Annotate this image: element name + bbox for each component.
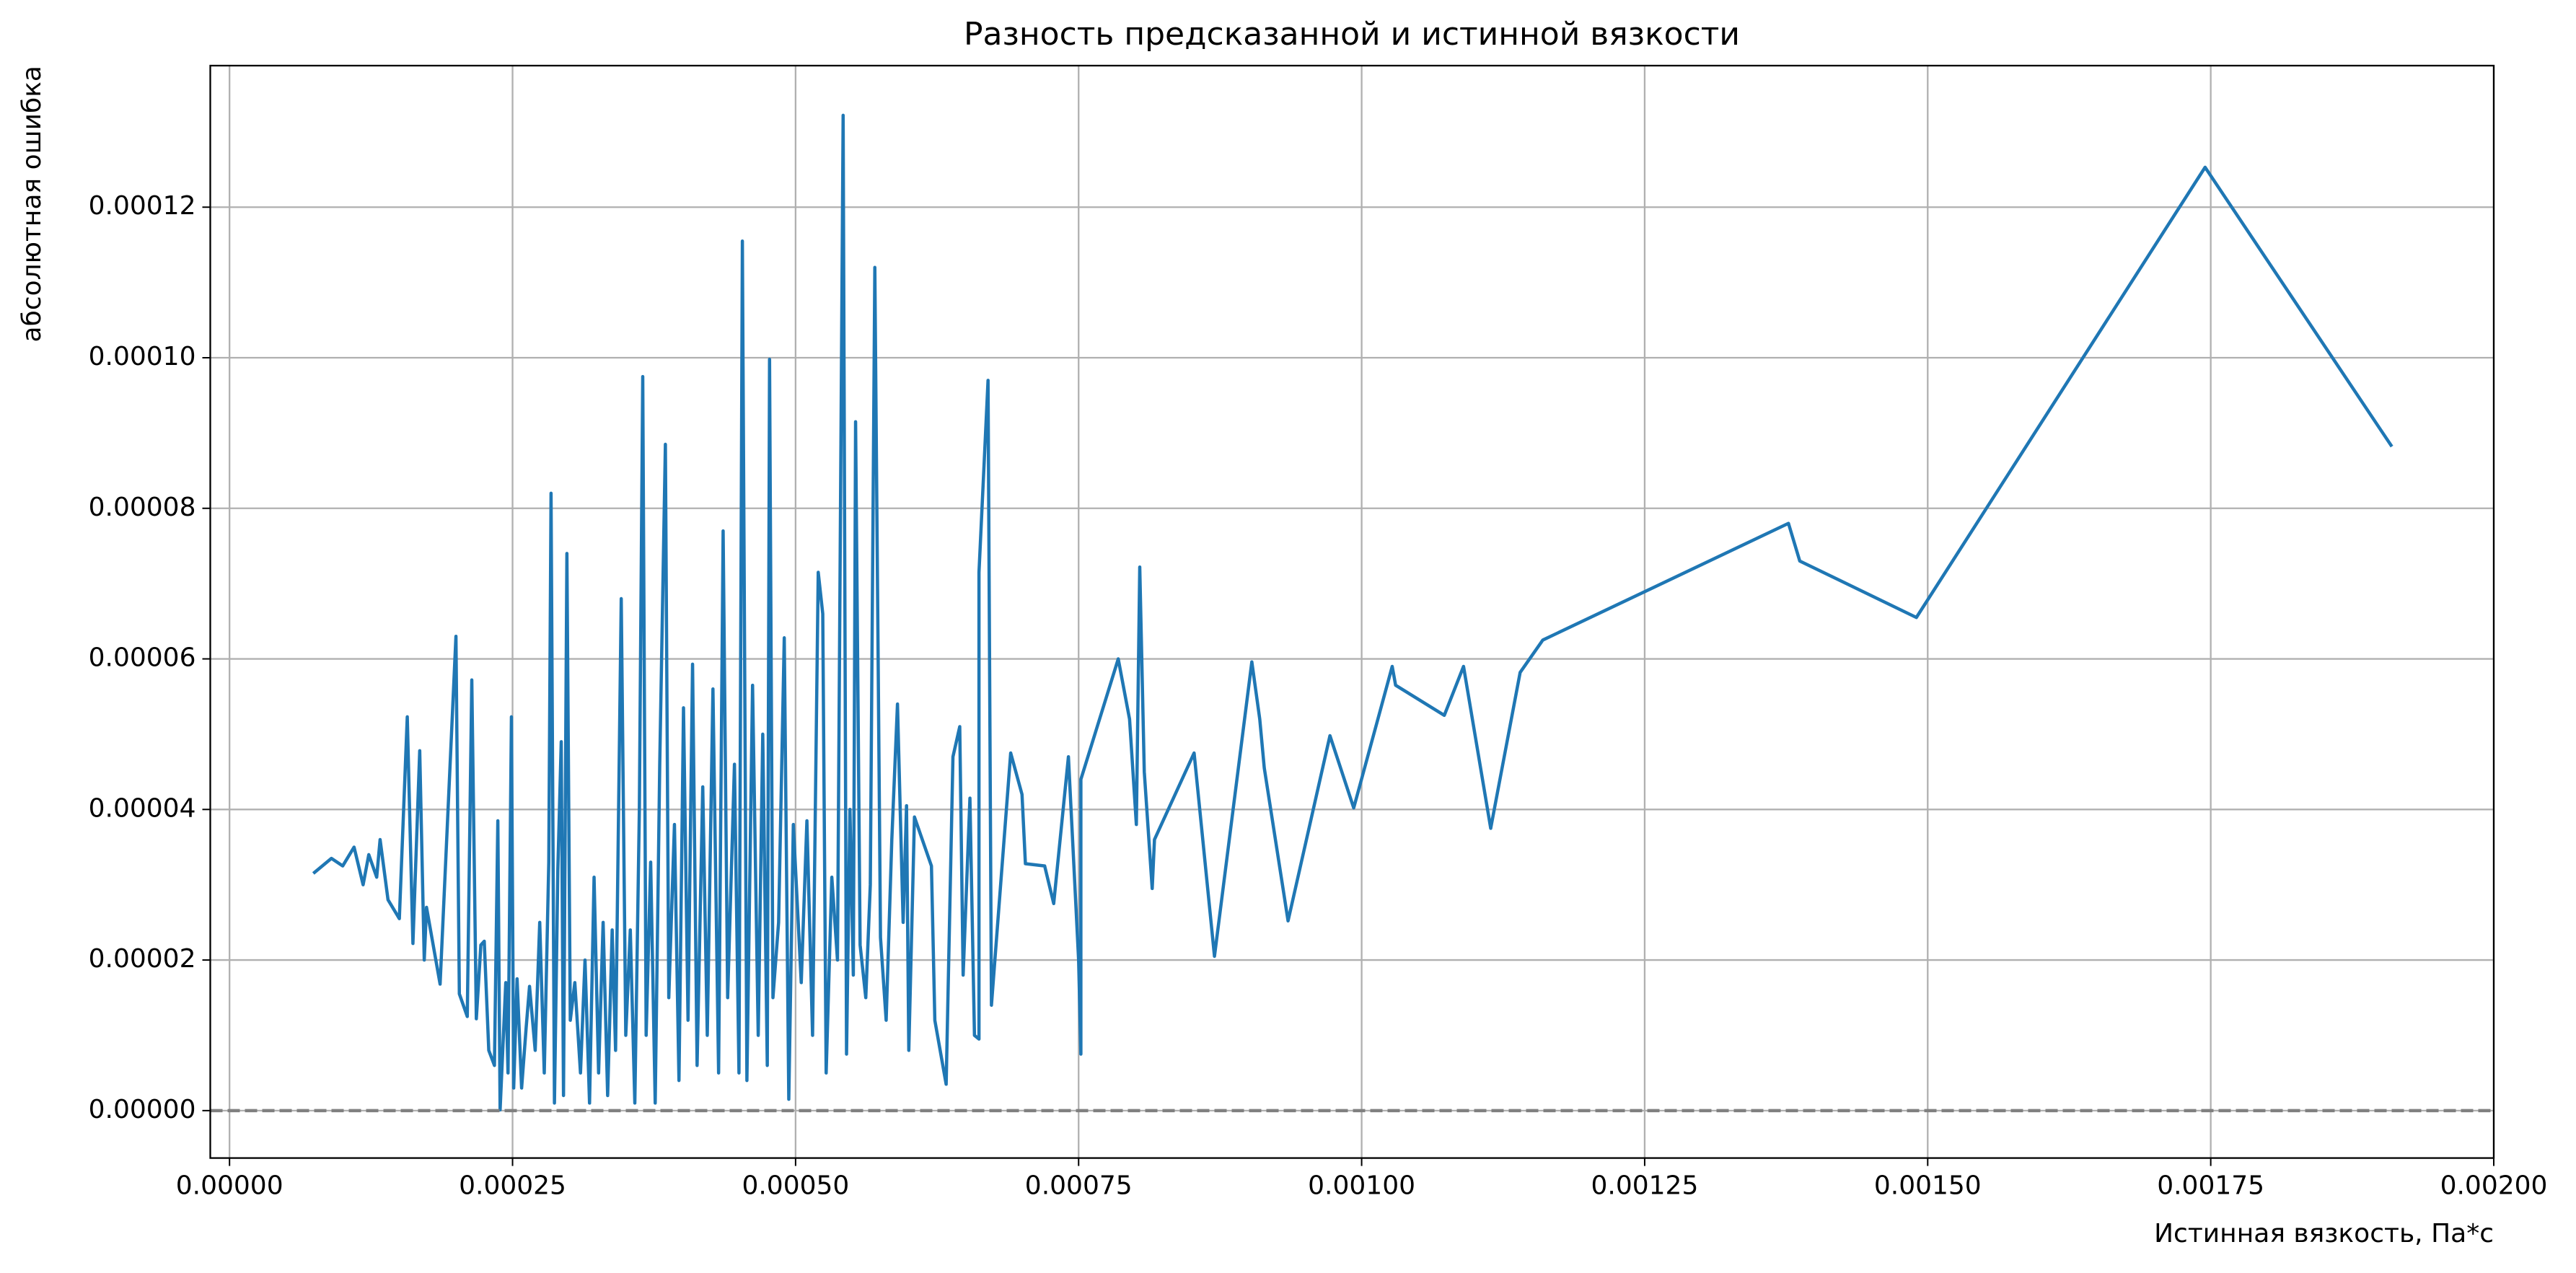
x-tick-label: 0.00075 (1025, 1171, 1133, 1201)
data-line (312, 113, 2393, 1112)
x-tick-label: 0.00125 (1591, 1171, 1699, 1201)
x-tick-label: 0.00025 (459, 1171, 566, 1201)
y-tick-label: 0.00012 (89, 191, 196, 221)
y-tick-label: 0.00004 (89, 793, 196, 823)
x-tick-label: 0.00150 (1874, 1171, 1982, 1201)
plot-frame (209, 64, 2495, 1159)
x-axis-label: Истинная вязкость, Па*с (2154, 1219, 2494, 1248)
x-tick-label: 0.00100 (1308, 1171, 1415, 1201)
x-tick-label: 0.00200 (2440, 1171, 2548, 1201)
y-tick-label: 0.00000 (89, 1095, 196, 1124)
x-tick-label: 0.00175 (2157, 1171, 2264, 1201)
x-tick-label: 0.00000 (176, 1171, 283, 1201)
y-tick-label: 0.00002 (89, 944, 196, 974)
x-tick-label: 0.00050 (742, 1171, 849, 1201)
y-axis-label: абсолютная ошибка (17, 66, 47, 342)
y-tick-label: 0.00010 (89, 342, 196, 371)
y-tick-label: 0.00008 (89, 493, 196, 522)
chart-title: Разность предсказанной и истинной вязкос… (964, 16, 1740, 53)
y-tick-label: 0.00006 (89, 643, 196, 673)
